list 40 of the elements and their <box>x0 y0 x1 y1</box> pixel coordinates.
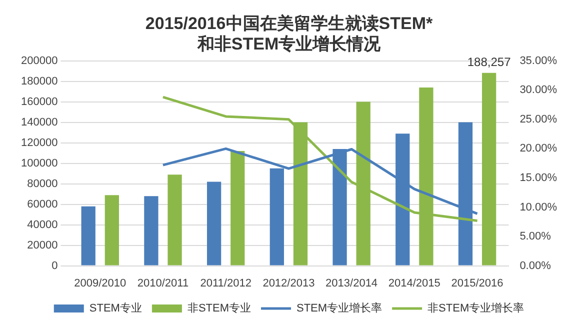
x-tick-label: 2012/2013 <box>262 277 315 290</box>
y-tick-label: 140000 <box>20 116 58 128</box>
y2-tick-label: 5.00% <box>520 230 552 243</box>
bar <box>144 196 158 266</box>
data-label: 188,257 <box>467 55 512 70</box>
legend-label: STEM专业增长率 <box>296 302 382 315</box>
y2-tick-label: 10.00% <box>520 201 558 214</box>
y-tick-label: 60000 <box>27 198 58 210</box>
y-tick-label: 180000 <box>20 75 58 88</box>
bar <box>206 182 222 266</box>
y-tick-label: 40000 <box>27 218 58 231</box>
bar <box>168 174 182 266</box>
bar <box>81 206 96 266</box>
bar <box>104 195 119 266</box>
x-tick-label: 2010/2011 <box>137 277 189 290</box>
legend-label: 非STEM专业增长率 <box>428 302 524 315</box>
legend-label: STEM专业 <box>89 302 142 315</box>
y-tick-label: 120000 <box>20 136 58 149</box>
y-tick-label: 160000 <box>20 96 58 108</box>
chart-title: 2015/2016中国在美留学生就读STEM* <box>145 14 433 33</box>
legend-label: 非STEM专业 <box>187 302 252 315</box>
y-tick-label: 100000 <box>20 157 58 170</box>
y2-tick-label: 0.00% <box>520 260 552 272</box>
bar <box>482 72 496 266</box>
y-tick-label: 0 <box>52 260 58 272</box>
y2-tick-label: 30.00% <box>520 84 558 96</box>
y2-tick-label: 25.00% <box>520 113 558 126</box>
y-tick-label: 200000 <box>20 54 58 67</box>
y-tick-label: 20000 <box>27 239 58 252</box>
bar <box>230 151 245 266</box>
x-tick-label: 2011/2012 <box>200 277 252 290</box>
x-tick-label: 2013/2014 <box>326 277 378 290</box>
y2-tick-label: 15.00% <box>520 172 558 184</box>
x-tick-label: 2015/2016 <box>451 277 504 290</box>
chart-subtitle: 和非STEM专业增长情况 <box>196 34 382 54</box>
x-tick-label: 2009/2010 <box>74 277 126 290</box>
y2-tick-label: 20.00% <box>520 142 558 155</box>
y2-tick-label: 35.00% <box>520 54 558 67</box>
x-tick-label: 2014/2015 <box>388 277 440 290</box>
y-tick-label: 80000 <box>27 178 58 190</box>
